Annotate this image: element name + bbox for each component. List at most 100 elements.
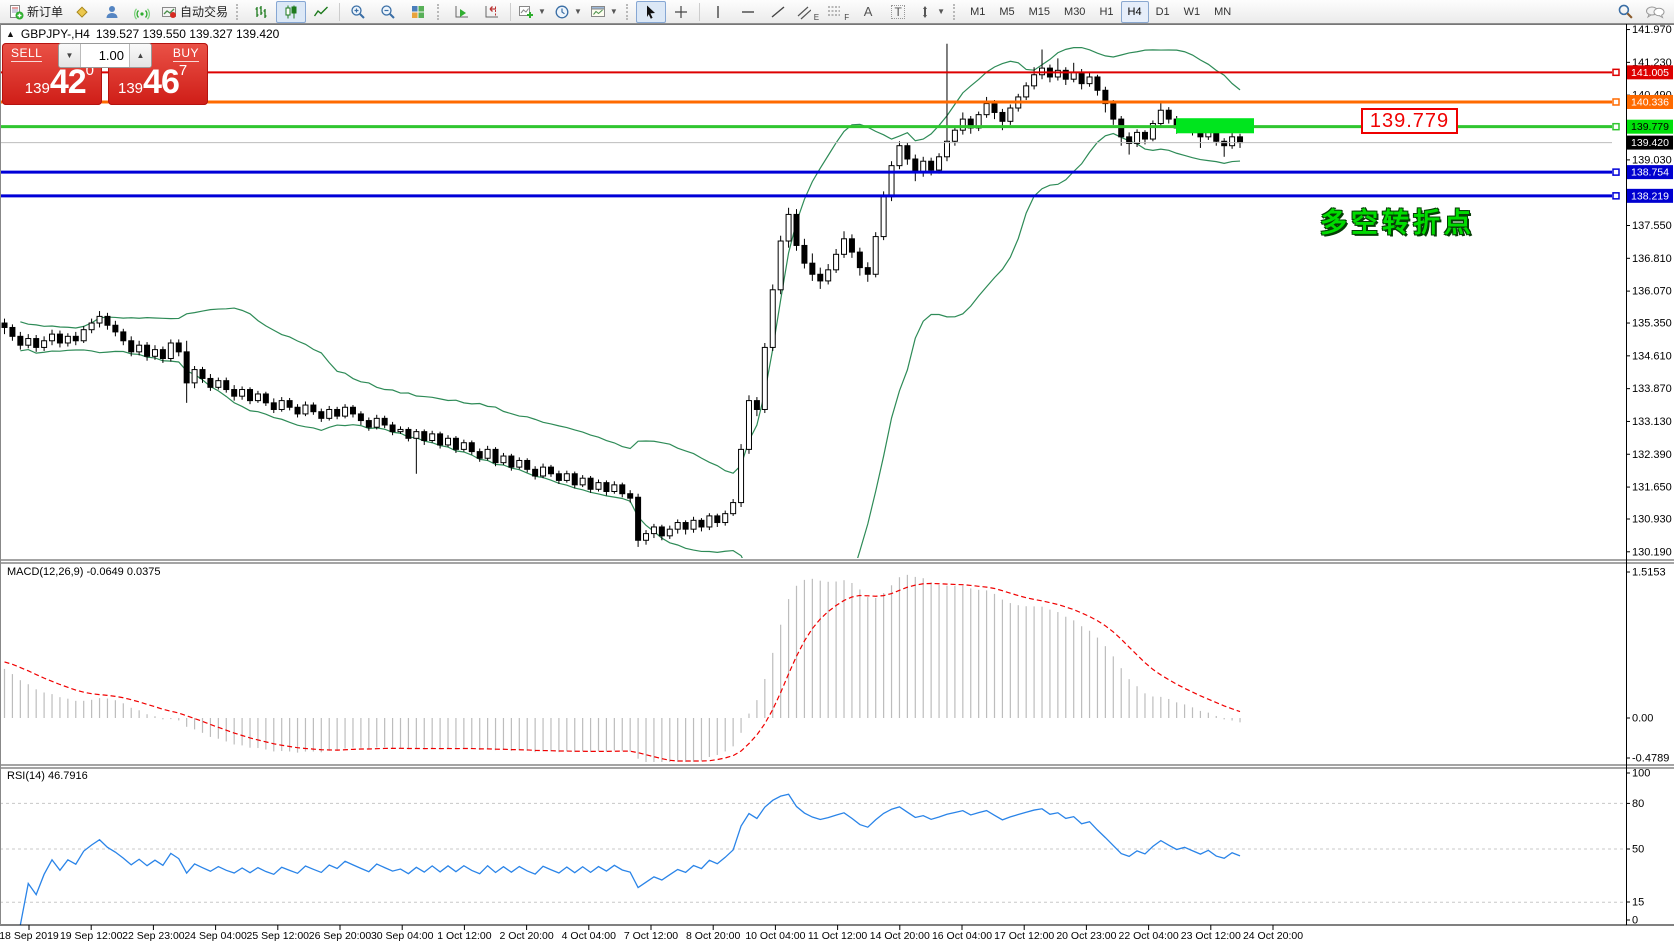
pane-borders	[0, 24, 1674, 926]
arrows-icon	[923, 5, 928, 18]
search-button[interactable]	[1610, 1, 1640, 23]
price-callout-annotation: 139.779	[1361, 108, 1458, 134]
indicators-button[interactable]: ▼	[514, 1, 550, 23]
clock-icon	[555, 5, 569, 18]
vertical-line-tool-button[interactable]	[703, 1, 733, 23]
fibonacci-icon	[828, 6, 841, 15]
buy-button[interactable]: BUY 139467	[108, 43, 208, 105]
svg-text:22 Sep 23:00: 22 Sep 23:00	[122, 930, 185, 942]
collapse-quote-panel-icon[interactable]: ▲	[6, 29, 15, 39]
text-tool-button[interactable]: A	[853, 1, 883, 23]
auto-scroll-button[interactable]	[447, 1, 477, 23]
chevron-down-icon: ▼	[573, 7, 582, 16]
svg-text:136.070: 136.070	[1632, 286, 1672, 298]
toolbar-grip[interactable]	[437, 3, 443, 20]
zoom-in-button[interactable]	[343, 1, 373, 23]
arrows-tool-button[interactable]: ▼	[913, 1, 949, 23]
hline-handle	[1612, 98, 1620, 106]
chat-button[interactable]	[1640, 1, 1670, 23]
bar-chart-button[interactable]	[246, 1, 276, 23]
macd-axis[interactable]: 1.5153 0.00 -0.4789	[1626, 567, 1669, 765]
rsi-axis[interactable]: 100 80 50 15 0	[1626, 768, 1650, 927]
candles-layer	[1, 43, 1244, 547]
svg-text:134.610: 134.610	[1632, 350, 1672, 362]
new-order-icon	[10, 4, 24, 19]
channel-tool-button[interactable]: E	[793, 1, 823, 23]
svg-text:23 Oct 12:00: 23 Oct 12:00	[1181, 930, 1241, 942]
marker-icon	[76, 5, 88, 18]
tab-timeframe-h1[interactable]: H1	[1099, 5, 1114, 18]
tab-timeframe-w1[interactable]: W1	[1183, 5, 1201, 18]
svg-text:22 Oct 04:00: 22 Oct 04:00	[1119, 930, 1179, 942]
crosshair-icon	[674, 5, 687, 18]
volume-stepper: ▼ ▲	[58, 43, 152, 68]
toolbar-grip[interactable]	[953, 3, 959, 20]
svg-text:1 Oct 12:00: 1 Oct 12:00	[437, 930, 491, 942]
svg-text:14 Oct 20:00: 14 Oct 20:00	[870, 930, 930, 942]
svg-text:135.350: 135.350	[1632, 318, 1672, 330]
tab-timeframe-h4[interactable]: H4	[1120, 0, 1149, 23]
chevron-down-icon: ▼	[609, 7, 618, 16]
volume-decrease-button[interactable]: ▼	[59, 44, 81, 67]
candlestick-chart-button[interactable]	[276, 0, 307, 23]
templates-button[interactable]: ▼	[586, 1, 622, 23]
svg-text:138.754: 138.754	[1631, 167, 1669, 179]
toolbar-grip[interactable]	[625, 3, 632, 20]
vertical-line-icon	[717, 5, 719, 18]
svg-text:0: 0	[1632, 915, 1638, 927]
trendline-tool-button[interactable]	[763, 1, 793, 23]
tab-timeframe-m30[interactable]: M30	[1064, 5, 1086, 18]
tile-windows-button[interactable]	[403, 1, 433, 23]
cursor-button[interactable]	[635, 0, 666, 23]
fibonacci-tool-button[interactable]: F	[823, 1, 853, 23]
volume-input[interactable]	[81, 44, 129, 67]
time-axis[interactable]: 18 Sep 2019 19 Sep 12:00 22 Sep 23:00 24 Se…	[0, 925, 1303, 942]
channel-icon	[797, 6, 811, 19]
marker-button[interactable]	[67, 1, 97, 23]
sell-button[interactable]: SELL 139420	[2, 43, 102, 105]
svg-text:1.5153: 1.5153	[1632, 567, 1666, 579]
chart-shift-button[interactable]	[477, 1, 507, 23]
auto-trading-button[interactable]: 自动交易	[157, 1, 232, 23]
svg-text:18 Sep 2019: 18 Sep 2019	[0, 930, 59, 942]
price-axis[interactable]: 141.970141.230140.490139.030137.550136.8…	[1626, 24, 1673, 558]
tab-timeframe-m15[interactable]: M15	[1028, 5, 1051, 18]
tab-timeframe-d1[interactable]: D1	[1155, 5, 1170, 18]
zoom-out-button[interactable]	[373, 1, 403, 23]
chat-icon	[1646, 6, 1665, 19]
svg-text:2 Oct 20:00: 2 Oct 20:00	[499, 930, 553, 942]
toolbar-grip[interactable]	[236, 3, 242, 20]
horizontal-line-tool-button[interactable]	[733, 1, 763, 23]
highlight-rectangle[interactable]	[1176, 118, 1254, 134]
tab-timeframe-mn[interactable]: MN	[1214, 5, 1232, 18]
new-order-button[interactable]: 新订单	[4, 1, 67, 23]
macd-indicator-label: MACD(12,26,9) -0.0649 0.0375	[7, 566, 161, 578]
svg-text:130.930: 130.930	[1632, 513, 1672, 525]
price-badge	[1627, 135, 1673, 150]
chevron-down-icon: ▼	[937, 7, 946, 16]
text-tool-icon: A	[863, 4, 873, 19]
periods-button[interactable]: ▼	[550, 1, 586, 23]
zoom-out-icon	[381, 4, 395, 19]
crosshair-button[interactable]	[666, 1, 696, 23]
volume-increase-button[interactable]: ▲	[129, 44, 151, 67]
svg-text:26 Sep 20:00: 26 Sep 20:00	[309, 930, 372, 942]
horizontal-line-icon	[741, 10, 754, 13]
hline-handle	[1612, 168, 1620, 176]
tab-timeframe-m5[interactable]: M5	[999, 5, 1015, 18]
hline-handle	[1612, 68, 1620, 77]
signal-button[interactable]	[127, 1, 157, 23]
svg-text:132.390: 132.390	[1632, 449, 1672, 461]
profile-button[interactable]	[97, 1, 127, 23]
line-chart-button[interactable]	[306, 1, 336, 23]
svg-text:0.00: 0.00	[1632, 713, 1653, 725]
text-label-tool-button[interactable]: T	[883, 1, 913, 23]
svg-text:17 Oct 12:00: 17 Oct 12:00	[994, 930, 1054, 942]
svg-text:137.550: 137.550	[1632, 220, 1672, 232]
rsi-value: 46.7916	[47, 770, 88, 782]
tab-timeframe-m1[interactable]: M1	[970, 5, 986, 18]
hlines-layer[interactable]	[0, 68, 1620, 200]
svg-text:130.190: 130.190	[1632, 546, 1672, 558]
